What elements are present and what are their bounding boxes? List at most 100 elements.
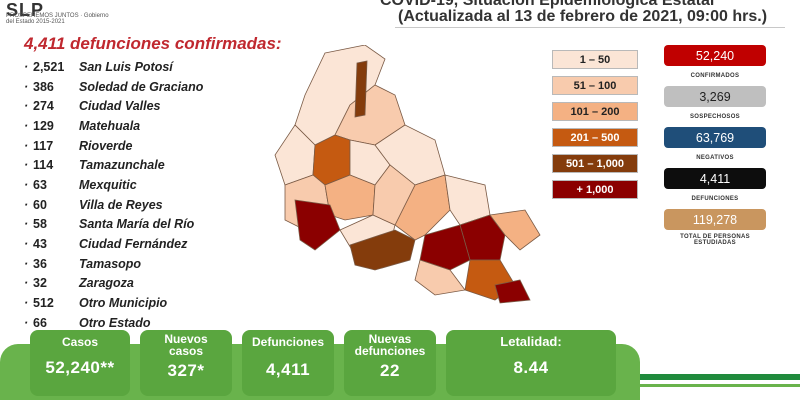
municipality-name: Ciudad Fernández [79,237,188,252]
list-item: · 274 Ciudad Valles [24,96,254,116]
slp-logo: SLP PROSPEREMOS JUNTOS · Gobierno del Es… [0,0,110,25]
logo-text: SLP [6,0,45,20]
death-count: 60 [33,197,47,212]
list-item: · 114 Tamazunchale [24,155,254,175]
bullet: · [24,197,29,212]
map-region [489,209,541,251]
bullet: · [24,217,29,232]
municipality-name: Tamazunchale [79,158,165,173]
list-item: · 386 Soledad de Graciano [24,77,254,97]
list-item: · 129 Matehuala [24,116,254,136]
deaths-title: 4,411 defunciones confirmadas: [24,34,282,53]
stat-value: 119,278 [664,209,766,230]
municipality-name: Rioverde [79,138,133,153]
death-count: 66 [33,315,47,330]
map-region [349,229,416,271]
logo-subtext: PROSPEREMOS JUNTOS · Gobierno del Estado… [6,13,109,25]
casos-label: Casos [61,335,99,349]
stat-label: TOTAL DE PERSONAS ESTUDIADAS [680,234,750,246]
letalidad-label: Letalidad: [500,334,562,349]
state-map [274,45,541,304]
bullet: · [24,158,29,173]
nuevos-casos-label: Nuevos casos [164,332,208,358]
defunciones-card: Defunciones 4,411 [242,330,334,396]
list-item: · 117 Rioverde [24,136,254,156]
municipality-name: Santa María del Río [79,217,195,232]
stat-value: 52,240 [664,45,766,66]
legend-item: 1 – 50 [552,50,638,69]
page-title: COVID-19, Situación Epidemiológica Estat… [380,0,715,9]
deaths-list: · 2,521 San Luis Potosí · 386 Soledad de Grac… [24,57,254,333]
municipality-name: Tamasopo [79,256,142,271]
death-count: 2,521 [33,59,65,74]
stat-value: 4,411 [664,168,766,189]
stat-label: DEFUNCIONES [691,196,739,202]
map-region [494,279,531,304]
stat-value: 3,269 [664,86,766,107]
bullet: · [24,237,29,252]
municipality-name: Otro Municipio [79,296,168,311]
bullet: · [24,276,29,291]
band-stripe [520,384,800,387]
death-count: 36 [33,256,47,271]
casos-value: 52,240** [45,358,115,377]
nuevas-defunciones-label: Nuevas defunciones [354,332,426,358]
death-count: 117 [33,138,54,153]
letalidad-card: Letalidad: 8.44 [446,330,616,396]
municipality-name: San Luis Potosí [79,59,173,74]
list-item: · 32 Zaragoza [24,274,254,294]
municipality-name: Otro Estado [79,315,151,330]
stat-label: NEGATIVOS [696,155,734,161]
map-region [372,164,416,226]
casos-card: Casos 52,240** [30,330,130,396]
bullet: · [24,177,29,192]
nuevas-defunciones-value: 22 [380,361,400,380]
bullet: · [24,256,29,271]
defunciones-label: Defunciones [251,335,324,349]
band-stripe [520,374,800,380]
death-count: 43 [33,237,47,252]
nuevas-defunciones-card: Nuevas defunciones 22 [344,330,436,396]
municipality-name: Zaragoza [79,276,134,291]
municipality-name: Ciudad Valles [79,99,161,114]
death-count: 63 [33,177,47,192]
map-legend: 1 – 50 51 – 100 101 – 200 201 – 500 501 – 1,… [552,50,638,206]
stat-label: CONFIRMADOS [690,73,740,79]
bullet: · [24,79,29,94]
legend-item: 501 – 1,000 [552,154,638,173]
death-count: 274 [33,99,54,114]
death-count: 129 [33,118,54,133]
list-item: · 36 Tamasopo [24,254,254,274]
bullet: · [24,99,29,114]
bullet: · [24,59,29,74]
death-count: 32 [33,276,47,291]
nuevos-casos-card: Nuevos casos 327* [140,330,232,396]
municipality-name: Soledad de Graciano [79,79,204,94]
municipality-name: Matehuala [79,118,141,133]
nuevos-casos-value: 327* [167,361,205,380]
stats-panel: 52,240 CONFIRMADOS 3,269 SOSPECHOSOS 63,769 N… [664,45,766,250]
page-subtitle: (Actualizada al 13 de febrero de 2021, 0… [398,8,768,25]
list-item: · 58 Santa María del Río [24,215,254,235]
map-region [419,224,471,271]
list-item: · 60 Villa de Reyes [24,195,254,215]
legend-item: 201 – 500 [552,128,638,147]
stat-label: SOSPECHOSOS [690,114,740,120]
list-item: · 2,521 San Luis Potosí [24,57,254,77]
letalidad-value: 8.44 [513,358,549,377]
map-region [294,199,341,251]
bullet: · [24,138,29,153]
list-item: · 63 Mexquitic [24,175,254,195]
death-count: 512 [33,296,54,311]
bullet: · [24,315,29,330]
bullet: · [24,296,29,311]
death-count: 58 [33,217,47,232]
municipality-name: Villa de Reyes [79,197,163,212]
list-item: · 66 Otro Estado [24,313,254,333]
map-region [354,60,368,118]
header-divider [395,27,785,28]
bullet: · [24,118,29,133]
death-count: 114 [33,158,54,173]
legend-item: 101 – 200 [552,102,638,121]
defunciones-value: 4,411 [265,360,311,379]
